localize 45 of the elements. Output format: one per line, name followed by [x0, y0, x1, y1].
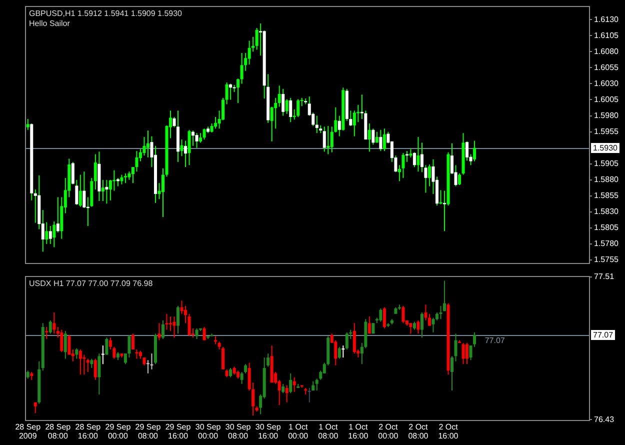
candlestick	[308, 388, 311, 402]
chart-title: GBPUSD,H1 1.5912 1.5941 1.5909 1.5930	[29, 9, 183, 18]
y-tick-label: 1.5905	[594, 159, 620, 168]
y-tick-label: 1.6055	[594, 62, 620, 72]
y-tick-label: 1.5755	[594, 255, 620, 264]
x-tick-label: 1 Oct 08:00	[318, 422, 339, 441]
candlestick	[326, 126, 330, 154]
candlestick	[169, 316, 172, 332]
x-tick-label: 2 Oct 00:00	[378, 422, 399, 441]
y-tick-label: 1.5880	[594, 175, 620, 184]
annotation: 77.07	[484, 336, 506, 346]
y-tick-label: 1.5805	[594, 223, 620, 232]
x-tick-label: 29 Sep 00:00	[105, 422, 132, 441]
x-tick-label: 29 Sep 08:00	[135, 422, 162, 441]
y-tick-label: 1.6005	[594, 94, 620, 104]
ref-line-label: 77.07	[593, 330, 614, 340]
y-tick-label: 1.5855	[594, 191, 620, 200]
candlestick	[342, 346, 345, 358]
y-tick-label: 1.6080	[594, 46, 620, 56]
x-tick-label: 2 Oct 08:00	[408, 422, 429, 441]
y-tick-label: 77.51	[594, 272, 615, 282]
y-tick-label: 76.43	[594, 414, 615, 424]
y-tick-label: 1.5955	[594, 127, 620, 136]
y-tick-label: 1.5780	[594, 239, 620, 248]
y-tick-label: 1.6130	[594, 14, 620, 24]
candlestick	[101, 346, 104, 364]
ref-line-label: 1.5930	[593, 144, 618, 153]
candlestick	[82, 354, 86, 375]
y-tick-label: 1.6105	[594, 30, 620, 40]
x-tick-label: 30 Sep 00:00	[195, 422, 222, 441]
x-tick-label: 29 Sep 16:00	[165, 422, 192, 441]
x-tick-label: 28 Sep 16:00	[75, 422, 102, 441]
candlestick	[150, 353, 154, 370]
x-tick-label: 1 Oct 00:00	[288, 422, 309, 441]
x-tick-label: 30 Sep 16:00	[255, 422, 282, 441]
x-tick-label: 2 Oct 16:00	[438, 422, 459, 441]
x-tick-label: 28 Sep 08:00	[45, 422, 72, 441]
text: Hello Sailor	[29, 19, 70, 28]
y-tick-label: 1.5830	[594, 207, 620, 216]
x-tick-label: 1 Oct 16:00	[348, 422, 369, 441]
y-tick-label: 1.5980	[594, 110, 620, 120]
y-tick-label: 1.6030	[594, 78, 620, 88]
x-tick-label: 28 Sep 2009	[15, 422, 42, 441]
chart-title: USDX H1 77.07 77.00 77.09 76.98	[29, 279, 154, 288]
x-tick-label: 30 Sep 08:00	[225, 422, 252, 441]
